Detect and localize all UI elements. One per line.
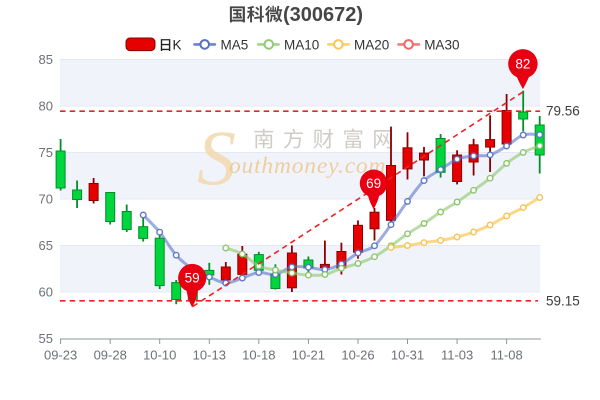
svg-text:K: K <box>173 38 182 53</box>
svg-text:10-10: 10-10 <box>143 348 176 363</box>
svg-text:S: S <box>197 114 236 201</box>
svg-text:10-13: 10-13 <box>193 348 226 363</box>
svg-text:75: 75 <box>39 145 53 160</box>
svg-text:55: 55 <box>39 331 53 346</box>
svg-text:69: 69 <box>366 176 381 191</box>
svg-text:11-03: 11-03 <box>441 348 473 363</box>
svg-text:85: 85 <box>39 52 53 67</box>
svg-text:65: 65 <box>39 238 53 253</box>
svg-text:MA10: MA10 <box>284 38 319 53</box>
svg-text:MA30: MA30 <box>424 38 459 53</box>
svg-text:09-23: 09-23 <box>44 348 77 363</box>
svg-text:09-28: 09-28 <box>94 348 127 363</box>
svg-text:82: 82 <box>515 56 530 71</box>
svg-text:59.15: 59.15 <box>546 293 580 308</box>
svg-text:MA20: MA20 <box>354 38 389 53</box>
svg-text:80: 80 <box>39 99 53 114</box>
svg-text:59: 59 <box>185 271 200 286</box>
svg-text:70: 70 <box>39 192 53 207</box>
svg-text:outhmoney.com: outhmoney.com <box>229 153 386 179</box>
svg-text:10-18: 10-18 <box>242 348 275 363</box>
svg-text:11-08: 11-08 <box>490 348 522 363</box>
svg-text:10-31: 10-31 <box>391 348 424 363</box>
svg-text:(300672): (300672) <box>283 4 363 26</box>
svg-text:79.56: 79.56 <box>546 104 580 119</box>
svg-text:10-21: 10-21 <box>292 348 325 363</box>
svg-text:MA5: MA5 <box>221 38 249 53</box>
svg-text:60: 60 <box>39 285 53 300</box>
svg-text:10-26: 10-26 <box>341 348 374 363</box>
